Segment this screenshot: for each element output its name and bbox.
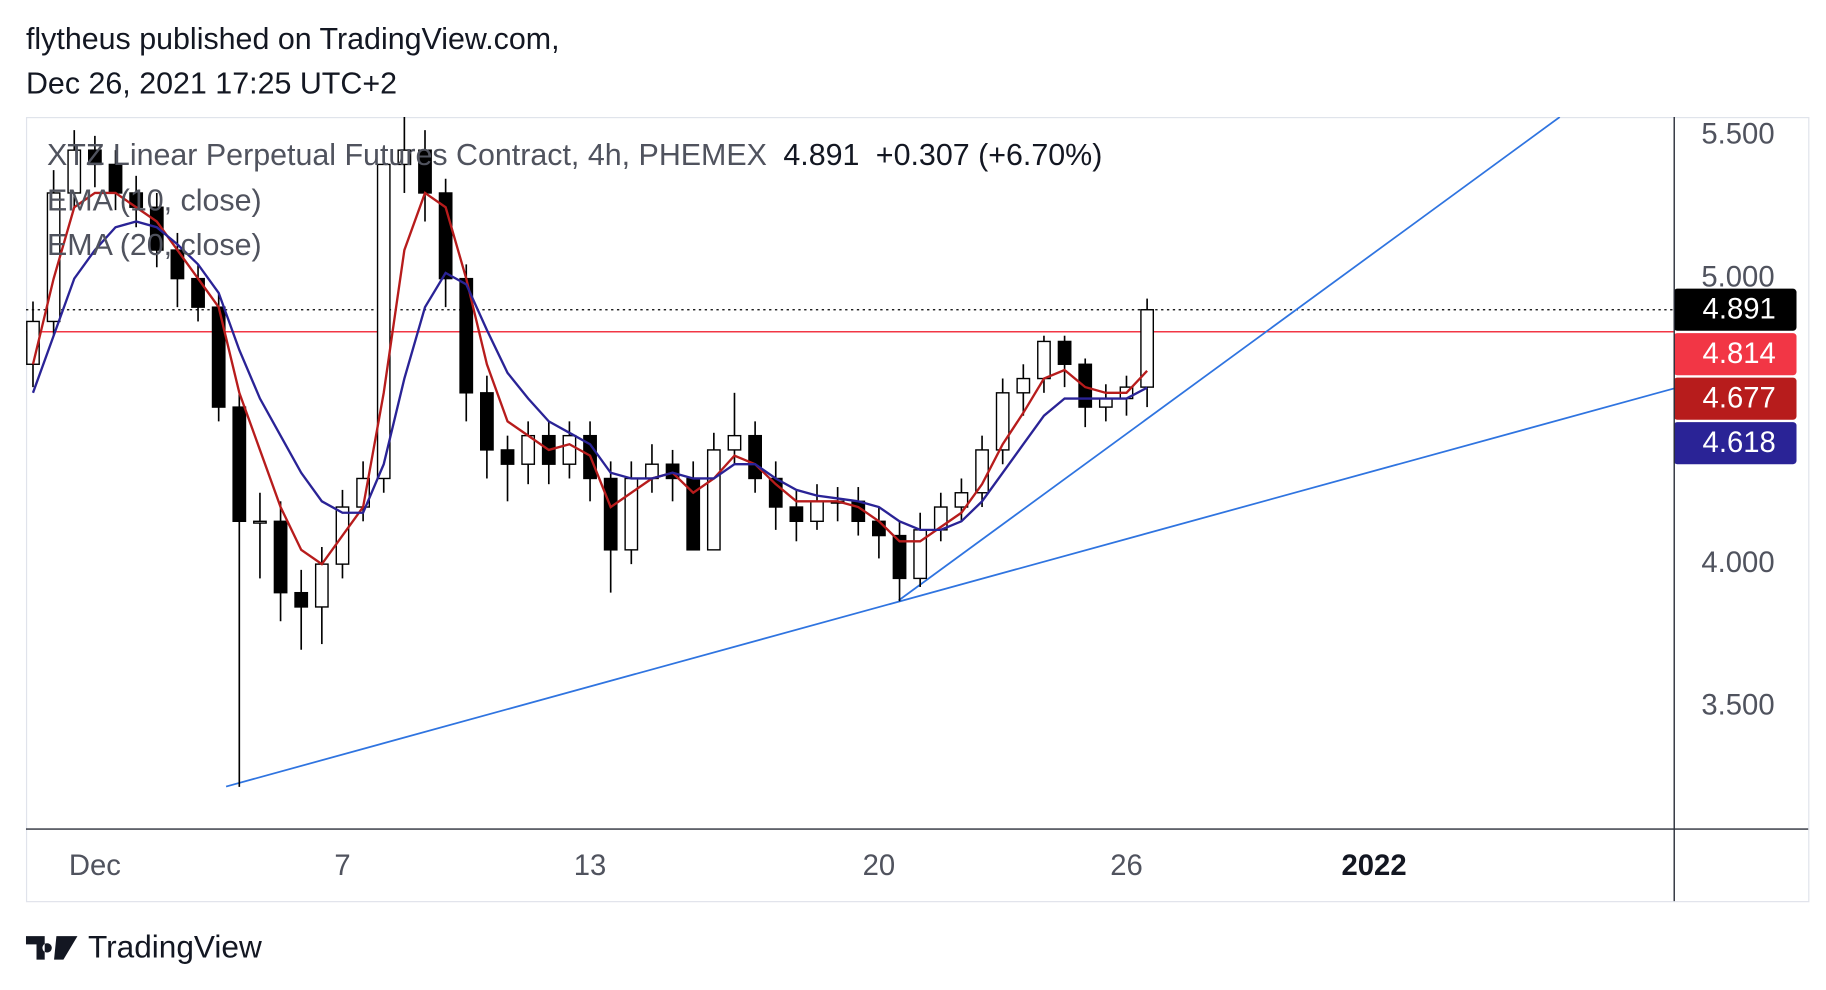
price-tag-label: 4.618 [1703, 427, 1776, 459]
candle-body [954, 492, 969, 508]
x-tick-label: Dec [69, 850, 121, 882]
candle-body [500, 449, 515, 465]
footer-logo: TradingView [25, 928, 262, 964]
y-tick-label: 5.500 [1701, 119, 1774, 151]
candle-body [810, 500, 824, 523]
legend-entry: EMA (20, close) [47, 228, 262, 262]
ema-line [31, 220, 1148, 532]
legend-last: 4.891 [783, 138, 859, 172]
candle-body [789, 506, 804, 523]
candle-body [706, 449, 721, 551]
x-tick-label: 26 [1110, 850, 1143, 882]
candle-body [1057, 340, 1072, 365]
overlay: 3.500 4.000 5.000 5.500 Dec 7 13 20 26 2022 XTZ Li… [47, 119, 1797, 882]
brand: TradingView [88, 928, 262, 964]
candle-body [872, 520, 886, 537]
candle-body [87, 149, 102, 166]
candle-body [892, 534, 907, 580]
legend-change: +0.307 (+6.70%) [876, 138, 1103, 172]
price-tag-label: 4.814 [1703, 338, 1776, 370]
candle-body [397, 149, 412, 166]
candle-body [995, 392, 1010, 451]
price-tag [1673, 422, 1797, 465]
chart-frame [25, 117, 1810, 903]
x-tick-label: 7 [334, 850, 350, 882]
candle-body [562, 434, 577, 465]
ema-line [31, 191, 1148, 566]
candle-body [1140, 309, 1155, 388]
legend-symbol: XTZ Linear Perpetual Futures Contract, 4… [47, 138, 767, 172]
candle-body [67, 149, 82, 194]
candle-body [748, 434, 762, 480]
y-tick-label: 5.000 [1701, 261, 1774, 293]
candle-body [253, 520, 267, 524]
y-tick-label: 3.500 [1701, 690, 1774, 722]
x-tick-label: 2022 [1342, 850, 1407, 882]
candle-body [603, 477, 618, 551]
x-tick-label: 20 [863, 850, 896, 882]
candle-body [314, 563, 329, 608]
candle-body [232, 406, 247, 523]
price-tag [1673, 377, 1797, 420]
candle-body [1098, 397, 1113, 408]
candle-body [975, 449, 989, 494]
candle-body [727, 434, 742, 451]
candle-body [480, 392, 494, 451]
x-tick-label: 13 [574, 850, 607, 882]
author-line: flytheus published on TradingView.com, [26, 22, 560, 56]
price-tag-label: 4.891 [1703, 294, 1776, 326]
price-tag [1673, 288, 1797, 331]
legend-title: XTZ Linear Perpetual Futures Contract, 4… [47, 138, 1102, 172]
price-tag [1673, 333, 1797, 376]
trend-line [898, 117, 1561, 602]
price-tag-label: 4.677 [1703, 383, 1776, 415]
candle-body [438, 192, 453, 280]
candle-body [1016, 377, 1031, 394]
y-tick-label: 4.000 [1701, 547, 1774, 579]
legend-entry: EMA (10, close) [47, 183, 262, 217]
logo-mark [25, 936, 78, 960]
trend-line [225, 387, 1674, 788]
candle-body [1037, 340, 1051, 380]
plot-area [25, 117, 1674, 788]
candle-body [376, 163, 391, 480]
candle-body [273, 520, 288, 594]
candle-body [294, 591, 309, 608]
date-line: Dec 26, 2021 17:25 UTC+2 [26, 66, 397, 100]
